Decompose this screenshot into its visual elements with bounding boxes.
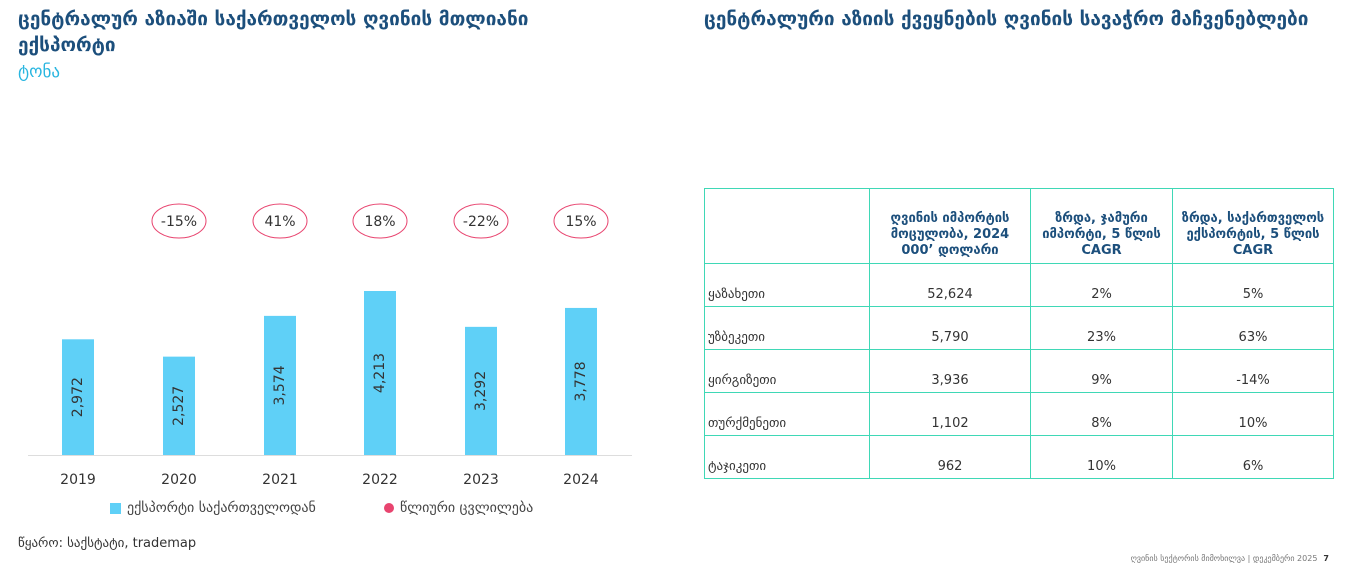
table-row: ტაჯიკეთი 962 10% 6% bbox=[704, 435, 1334, 479]
change-label: 15% bbox=[565, 214, 596, 230]
country-cell: ტაჯიკეთი bbox=[704, 435, 870, 479]
change-label: -22% bbox=[463, 214, 499, 230]
table-header-row: ღვინის იმპორტის მოცულობა, 2024 000’ დოლა… bbox=[704, 188, 1334, 264]
footer: ღვინის სექტორის მიმოხილვა | დეკემბერი 20… bbox=[1131, 554, 1329, 563]
x-tick-label: 2021 bbox=[262, 472, 298, 488]
legend-swatch bbox=[384, 503, 394, 513]
change-ellipse bbox=[553, 203, 609, 239]
header-cell: ზრდა, ჯამური იმპორტი, 5 წლის CAGR bbox=[1030, 188, 1173, 264]
source-note: წყარო: საქსტატი, trademap bbox=[18, 536, 197, 551]
table-row: ყირგიზეთი 3,936 9% -14% bbox=[704, 349, 1334, 393]
value-cell: 10% bbox=[1172, 392, 1334, 436]
change-label: 41% bbox=[264, 214, 295, 230]
bar-value-label: 3,292 bbox=[473, 371, 489, 411]
bar-value-label: 3,574 bbox=[272, 365, 288, 405]
value-cell: 962 bbox=[869, 435, 1031, 479]
bar bbox=[465, 326, 497, 455]
x-tick-label: 2019 bbox=[60, 472, 96, 488]
value-cell: -14% bbox=[1172, 349, 1334, 393]
bar bbox=[62, 339, 94, 455]
header-cell: ზრდა, საქართველოს ექსპორტის, 5 წლის CAGR bbox=[1172, 188, 1334, 264]
country-cell: უზბეკეთი bbox=[704, 306, 870, 350]
value-cell: 3,936 bbox=[869, 349, 1031, 393]
x-tick-label: 2024 bbox=[563, 472, 599, 488]
bar bbox=[163, 356, 195, 455]
value-cell: 1,102 bbox=[869, 392, 1031, 436]
legend-label: ექსპორტი საქართველოდან bbox=[127, 500, 316, 516]
bar-chart: 2,972 2019 2,527 2020 -15% 3,574 2021 41% 4,213 2… bbox=[28, 203, 632, 488]
legend-label: წლიური ცვლილება bbox=[400, 500, 534, 516]
table-row: უზბეკეთი 5,790 23% 63% bbox=[704, 306, 1334, 350]
change-ellipse bbox=[252, 203, 308, 239]
legend-swatch bbox=[110, 502, 121, 514]
value-cell: 10% bbox=[1030, 435, 1173, 479]
page-number: 7 bbox=[1323, 554, 1329, 563]
value-cell: 5% bbox=[1172, 263, 1334, 307]
value-cell: 63% bbox=[1172, 306, 1334, 350]
trade-table: ღვინის იმპორტის მოცულობა, 2024 000’ დოლა… bbox=[704, 188, 1334, 479]
change-ellipse bbox=[352, 203, 408, 239]
footer-text: ღვინის სექტორის მიმოხილვა | დეკემბერი 20… bbox=[1130, 554, 1318, 563]
value-cell: 8% bbox=[1030, 392, 1173, 436]
bar bbox=[264, 315, 296, 455]
value-cell: 6% bbox=[1172, 435, 1334, 479]
value-cell: 52,624 bbox=[869, 263, 1031, 307]
change-ellipse bbox=[453, 203, 509, 239]
value-cell: 9% bbox=[1030, 349, 1173, 393]
bar bbox=[364, 291, 396, 455]
header-cell: ღვინის იმპორტის მოცულობა, 2024 000’ დოლა… bbox=[869, 188, 1031, 264]
bar bbox=[565, 307, 597, 455]
table-row: ყაზახეთი 52,624 2% 5% bbox=[704, 263, 1334, 307]
bar-value-label: 2,527 bbox=[171, 386, 187, 426]
change-label: 18% bbox=[364, 214, 395, 230]
header-cell bbox=[704, 188, 870, 264]
country-cell: ყირგიზეთი bbox=[704, 349, 870, 393]
legend-item-change: წლიური ცვლილება bbox=[384, 500, 533, 516]
value-cell: 23% bbox=[1030, 306, 1173, 350]
value-cell: 2% bbox=[1030, 263, 1173, 307]
chart-title: ცენტრალურ აზიაში საქართველოს ღვინის მთლი… bbox=[18, 8, 529, 56]
change-label: -15% bbox=[161, 214, 197, 230]
table-row: თურქმენეთი 1,102 8% 10% bbox=[704, 392, 1334, 436]
table-title: ცენტრალური აზიის ქვეყნების ღვინის სავაჭრ… bbox=[704, 8, 1309, 30]
bar-value-label: 2,972 bbox=[70, 377, 86, 417]
bar-value-label: 4,213 bbox=[372, 353, 388, 393]
x-tick-label: 2023 bbox=[463, 472, 499, 488]
bar-value-label: 3,778 bbox=[573, 361, 589, 401]
x-tick-label: 2020 bbox=[161, 472, 197, 488]
legend-item-export: ექსპორტი საქართველოდან bbox=[110, 500, 316, 516]
chart-unit: ტონა bbox=[18, 62, 61, 82]
value-cell: 5,790 bbox=[869, 306, 1031, 350]
country-cell: ყაზახეთი bbox=[704, 263, 870, 307]
change-ellipse bbox=[151, 203, 207, 239]
x-tick-label: 2022 bbox=[362, 472, 398, 488]
country-cell: თურქმენეთი bbox=[704, 392, 870, 436]
